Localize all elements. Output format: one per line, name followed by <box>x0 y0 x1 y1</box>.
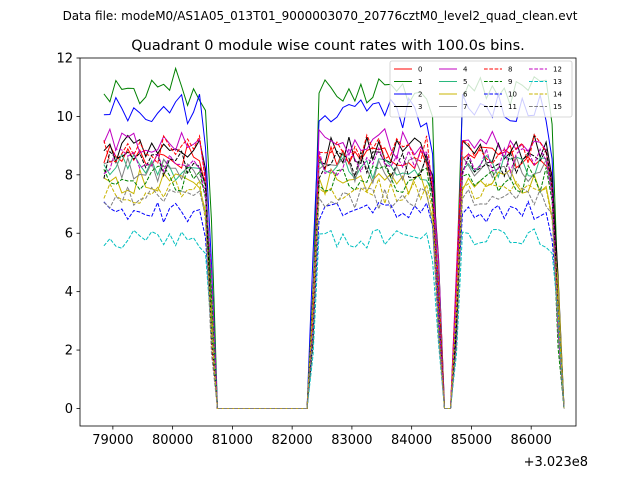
series-lines <box>103 66 565 409</box>
series-line-6 <box>103 167 565 409</box>
x-axis-offset-label: +3.023e8 <box>524 455 588 470</box>
series-line-13 <box>103 228 565 409</box>
y-tick-label: 8 <box>65 168 73 183</box>
x-tick-label: 81000 <box>212 433 253 448</box>
legend-frame <box>389 60 573 118</box>
series-line-5 <box>103 151 565 409</box>
series-line-0 <box>103 142 565 409</box>
legend-label-12: 12 <box>553 66 562 74</box>
legend-label-11: 11 <box>508 103 517 111</box>
series-line-14 <box>103 176 565 409</box>
x-tick-label: 83000 <box>331 433 372 448</box>
legend-label-13: 13 <box>553 78 562 86</box>
legend-label-5: 5 <box>463 78 467 86</box>
x-tick-label: 82000 <box>271 433 312 448</box>
legend-label-0: 0 <box>418 66 422 74</box>
figure-suptitle: Data file: modeM0/AS1A05_013T01_90000030… <box>63 9 578 23</box>
plot-area: 79000 80000 81000 82000 83000 84000 85000 86000… <box>56 52 577 448</box>
legend-label-6: 6 <box>463 91 468 99</box>
y-tick-label: 6 <box>65 227 73 242</box>
series-line-4 <box>103 127 565 409</box>
x-tick-label: 79000 <box>92 433 133 448</box>
y-tick-label: 4 <box>65 285 73 300</box>
y-tick-label: 0 <box>65 402 73 417</box>
y-tick-label: 2 <box>65 344 73 359</box>
x-tick-label: 86000 <box>511 433 552 448</box>
axes-frame <box>79 57 577 427</box>
series-line-12 <box>103 146 565 409</box>
legend-label-2: 2 <box>418 91 422 99</box>
chart-title: Quadrant 0 module wise count rates with … <box>131 38 525 54</box>
legend-label-15: 15 <box>553 103 562 111</box>
x-tick-label: 84000 <box>391 433 432 448</box>
legend-label-7: 7 <box>463 103 467 111</box>
legend-label-1: 1 <box>418 78 422 86</box>
series-line-8 <box>103 133 565 409</box>
legend-label-3: 3 <box>418 103 422 111</box>
legend-label-4: 4 <box>463 66 468 74</box>
legend-label-8: 8 <box>508 66 512 74</box>
legend-label-10: 10 <box>508 91 517 99</box>
series-line-3 <box>103 133 565 409</box>
x-tick-label: 85000 <box>451 433 492 448</box>
series-line-15 <box>103 185 565 409</box>
legend-label-9: 9 <box>508 78 512 86</box>
y-tick-label: 10 <box>56 110 73 125</box>
x-tick-label: 80000 <box>152 433 193 448</box>
series-line-10 <box>103 200 565 409</box>
series-line-9 <box>103 164 565 409</box>
legend-label-14: 14 <box>553 91 562 99</box>
series-line-11 <box>103 148 565 409</box>
y-tick-label: 12 <box>56 52 73 67</box>
